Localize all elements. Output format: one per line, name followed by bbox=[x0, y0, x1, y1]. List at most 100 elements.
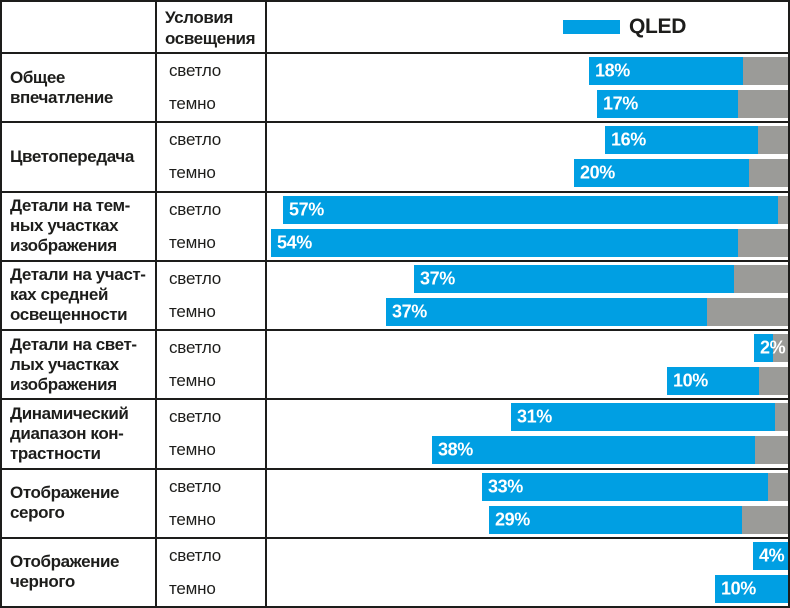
bar-qled: 20% bbox=[574, 159, 749, 188]
condition-label-light: светло bbox=[169, 130, 222, 150]
bar-remainder-segment bbox=[743, 57, 788, 86]
condition-label-light: светло bbox=[169, 338, 222, 358]
legend: QLED bbox=[267, 2, 788, 52]
bar-remainder-segment bbox=[707, 297, 788, 326]
bar-row-light: 31% bbox=[267, 403, 788, 432]
bar-row-light: 4% bbox=[267, 541, 788, 570]
category-group-row: Отображение серого светло темно 33% 29% bbox=[2, 467, 788, 537]
condition-label-dark: темно bbox=[169, 232, 216, 252]
bar-qled: 2% bbox=[754, 334, 786, 363]
category-group-row: Цветопередача светло темно 16% 20% bbox=[2, 121, 788, 191]
bar-value-label: 18% bbox=[595, 60, 630, 81]
condition-label-dark: темно bbox=[169, 94, 216, 114]
bar-row-light: 18% bbox=[267, 57, 788, 86]
bar-row-light: 57% bbox=[267, 195, 788, 224]
bars-cell: 31% 38% bbox=[267, 400, 788, 467]
bar-remainder-segment bbox=[738, 90, 788, 119]
category-cell: Цветопередача bbox=[2, 123, 157, 191]
bars-cell: 16% 20% bbox=[267, 123, 788, 190]
category-group-row: Детали на тем- ных участках изображения … bbox=[2, 190, 788, 260]
bar-value-label: 20% bbox=[580, 162, 615, 183]
condition-label-light: светло bbox=[169, 545, 222, 565]
category-label: Детали на участ- ках средней освещенност… bbox=[10, 265, 146, 325]
bar-remainder-segment bbox=[775, 403, 788, 432]
conditions-cell: светло темно bbox=[157, 192, 267, 260]
category-label: Отображение серого bbox=[10, 483, 120, 523]
bar-value-label: 37% bbox=[420, 268, 455, 289]
category-label: Отображение черного bbox=[10, 552, 120, 592]
conditions-cell: светло темно bbox=[157, 400, 267, 468]
bar-value-label: 4% bbox=[759, 545, 785, 566]
bar-value-label: 17% bbox=[603, 93, 638, 114]
category-cell: Динамический диапазон кон- трастности bbox=[2, 400, 157, 468]
bar-row-dark: 54% bbox=[267, 228, 788, 257]
category-cell: Детали на свет- лых участках изображения bbox=[2, 331, 157, 399]
bars-cell: 4% 10% bbox=[267, 539, 788, 606]
category-group-row: Общее впечатление светло темно 18% 17% bbox=[2, 52, 788, 122]
condition-label-light: светло bbox=[169, 199, 222, 219]
bar-qled: 16% bbox=[605, 126, 758, 155]
chart-body: Общее впечатление светло темно 18% 17% Ц… bbox=[2, 52, 788, 606]
bar-value-label: 29% bbox=[495, 509, 530, 530]
condition-label-light: светло bbox=[169, 476, 222, 496]
bar-row-light: 2% bbox=[267, 334, 788, 363]
bars-cell: 37% 37% bbox=[267, 262, 788, 329]
category-group-row: Детали на свет- лых участках изображения… bbox=[2, 329, 788, 399]
bar-qled: 17% bbox=[597, 90, 738, 119]
category-label: Детали на тем- ных участках изображения bbox=[10, 196, 130, 256]
conditions-cell: светло темно bbox=[157, 538, 267, 606]
bar-remainder-segment bbox=[759, 367, 788, 396]
bar-row-light: 37% bbox=[267, 264, 788, 293]
bar-remainder-segment bbox=[768, 472, 788, 501]
category-cell: Детали на участ- ках средней освещенност… bbox=[2, 261, 157, 329]
conditions-cell: светло темно bbox=[157, 123, 267, 191]
category-label: Детали на свет- лых участках изображения bbox=[10, 334, 137, 394]
category-group-row: Отображение черного светло темно 4% 10% bbox=[2, 536, 788, 606]
bar-value-label: 38% bbox=[438, 439, 473, 460]
bar-row-dark: 37% bbox=[267, 297, 788, 326]
bar-value-label: 16% bbox=[611, 129, 646, 150]
category-group-row: Динамический диапазон кон- трастности св… bbox=[2, 398, 788, 468]
bar-value-label: 2% bbox=[760, 337, 786, 358]
condition-label-dark: темно bbox=[169, 440, 216, 460]
bar-qled: 54% bbox=[271, 228, 738, 257]
bars-cell: 57% 54% bbox=[267, 193, 788, 260]
header-empty-cell bbox=[2, 2, 157, 52]
bar-remainder-segment bbox=[749, 159, 788, 188]
conditions-cell: светло темно bbox=[157, 54, 267, 122]
bar-value-label: 31% bbox=[517, 406, 552, 427]
bar-row-dark: 20% bbox=[267, 159, 788, 188]
bar-remainder-segment bbox=[778, 195, 788, 224]
bar-row-dark: 10% bbox=[267, 367, 788, 396]
bars-cell: 33% 29% bbox=[267, 470, 788, 537]
bar-remainder-segment bbox=[742, 505, 788, 534]
legend-swatch-qled bbox=[563, 20, 620, 34]
bar-qled: 18% bbox=[589, 57, 743, 86]
bar-qled: 29% bbox=[489, 505, 742, 534]
bar-value-label: 57% bbox=[289, 199, 324, 220]
bars-cell: 2% 10% bbox=[267, 331, 788, 398]
bar-qled: 57% bbox=[283, 195, 778, 224]
legend-label-qled: QLED bbox=[629, 15, 687, 38]
bar-value-label: 10% bbox=[721, 578, 756, 599]
bar-qled: 37% bbox=[414, 264, 734, 293]
bar-row-light: 16% bbox=[267, 126, 788, 155]
bar-remainder-segment bbox=[755, 436, 788, 465]
bar-qled: 37% bbox=[386, 297, 707, 326]
bar-remainder-segment bbox=[758, 126, 788, 155]
bar-value-label: 10% bbox=[673, 370, 708, 391]
bar-row-light: 33% bbox=[267, 472, 788, 501]
conditions-cell: светло темно bbox=[157, 261, 267, 329]
condition-label-light: светло bbox=[169, 268, 222, 288]
category-label: Общее впечатление bbox=[10, 67, 113, 107]
condition-label-dark: темно bbox=[169, 163, 216, 183]
category-cell: Общее впечатление bbox=[2, 54, 157, 122]
bar-row-dark: 10% bbox=[267, 574, 788, 603]
condition-label-dark: темно bbox=[169, 578, 216, 598]
bar-value-label: 37% bbox=[392, 301, 427, 322]
header-lighting-conditions: Условия освещения bbox=[157, 2, 267, 52]
bar-qled: 4% bbox=[753, 541, 788, 570]
condition-label-dark: темно bbox=[169, 509, 216, 529]
category-cell: Отображение черного bbox=[2, 538, 157, 606]
